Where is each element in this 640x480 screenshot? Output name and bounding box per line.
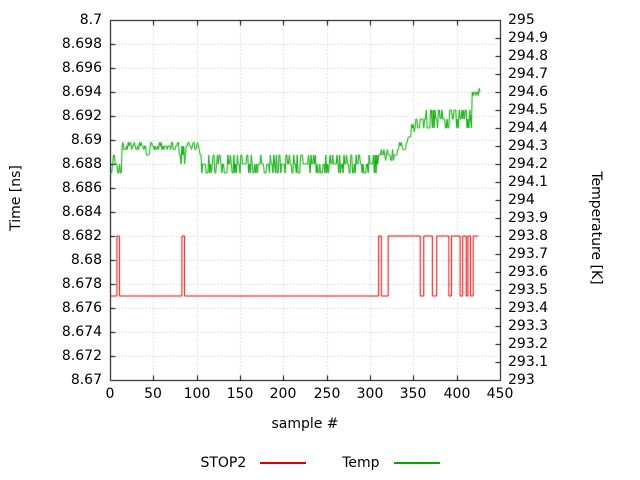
y-axis-tick-label: 8.684 — [61, 204, 102, 220]
y2-axis-tick-label: 293.3 — [508, 318, 549, 334]
legend-line-temp-icon — [393, 462, 440, 464]
x-axis-tick-label: 300 — [356, 386, 384, 402]
y2-axis-tick-label: 293.4 — [508, 300, 549, 316]
y2-axis-tick-label: 293.5 — [508, 282, 549, 298]
y-axis-tick-label: 8.686 — [61, 180, 102, 196]
legend-item-temp: Temp — [342, 455, 440, 471]
y-axis-tick-label: 8.698 — [61, 36, 102, 52]
x-axis-tick-label: 50 — [144, 386, 162, 402]
y2-axis-tick-label: 294 — [508, 192, 535, 208]
x-axis-title: sample # — [271, 416, 339, 432]
y2-axis-tick-label: 293.2 — [508, 336, 549, 352]
y-axis-tick-label: 8.692 — [61, 108, 102, 124]
y2-axis-tick-label: 293.1 — [508, 354, 549, 370]
y2-axis-tick-label: 294.4 — [508, 120, 549, 136]
y-axis-tick-label: 8.674 — [61, 324, 102, 340]
x-axis-tick-label: 450 — [486, 386, 514, 402]
y-axis-tick-label: 8.672 — [61, 348, 102, 364]
x-axis-tick-label: 250 — [313, 386, 341, 402]
x-axis-tick-label: 200 — [269, 386, 297, 402]
y2-axis-tick-label: 294.1 — [508, 174, 549, 190]
y-axis-tick-label: 8.696 — [61, 60, 102, 76]
x-axis-tick-label: 100 — [183, 386, 211, 402]
y-axis-tick-label: 8.67 — [70, 372, 102, 388]
x-axis-tick-label: 0 — [105, 386, 115, 402]
y2-axis-tick-label: 294.9 — [508, 30, 549, 46]
y2-axis-tick-label: 294.6 — [508, 84, 549, 100]
x-axis-tick-label: 400 — [443, 386, 471, 402]
right-axis-title: Temperature [K] — [588, 171, 604, 285]
y2-axis-tick-label: 293.6 — [508, 264, 549, 280]
y-axis-tick-label: 8.694 — [61, 84, 102, 100]
legend-item-stop2: STOP2 — [200, 455, 307, 471]
legend-line-stop2-icon — [260, 462, 307, 464]
y2-axis-tick-label: 295 — [508, 12, 535, 28]
y2-axis-tick-label: 294.7 — [508, 66, 549, 82]
legend: STOP2 Temp — [0, 455, 640, 471]
y-axis-tick-label: 8.7 — [79, 12, 102, 28]
y-axis-tick-label: 8.678 — [61, 276, 102, 292]
y-axis-tick-label: 8.688 — [61, 156, 102, 172]
y-axis-tick-label: 8.68 — [70, 252, 102, 268]
y2-axis-tick-label: 294.3 — [508, 138, 549, 154]
x-axis-tick-label: 150 — [226, 386, 254, 402]
legend-label-temp: Temp — [342, 455, 380, 471]
legend-label-stop2: STOP2 — [200, 455, 247, 471]
y2-axis-tick-label: 293.9 — [508, 210, 549, 226]
y2-axis-tick-label: 293.7 — [508, 246, 549, 262]
y2-axis-tick-label: 294.5 — [508, 102, 549, 118]
y2-axis-tick-label: 293.8 — [508, 228, 549, 244]
y2-axis-tick-label: 294.8 — [508, 48, 549, 64]
y-axis-tick-label: 8.676 — [61, 300, 102, 316]
x-axis-tick-label: 350 — [399, 386, 427, 402]
y-axis-tick-label: 8.682 — [61, 228, 102, 244]
y-axis-tick-label: 8.69 — [70, 132, 102, 148]
y2-axis-tick-label: 294.2 — [508, 156, 549, 172]
y2-axis-tick-label: 293 — [508, 372, 535, 388]
left-axis-title: Time [ns] — [8, 165, 24, 231]
